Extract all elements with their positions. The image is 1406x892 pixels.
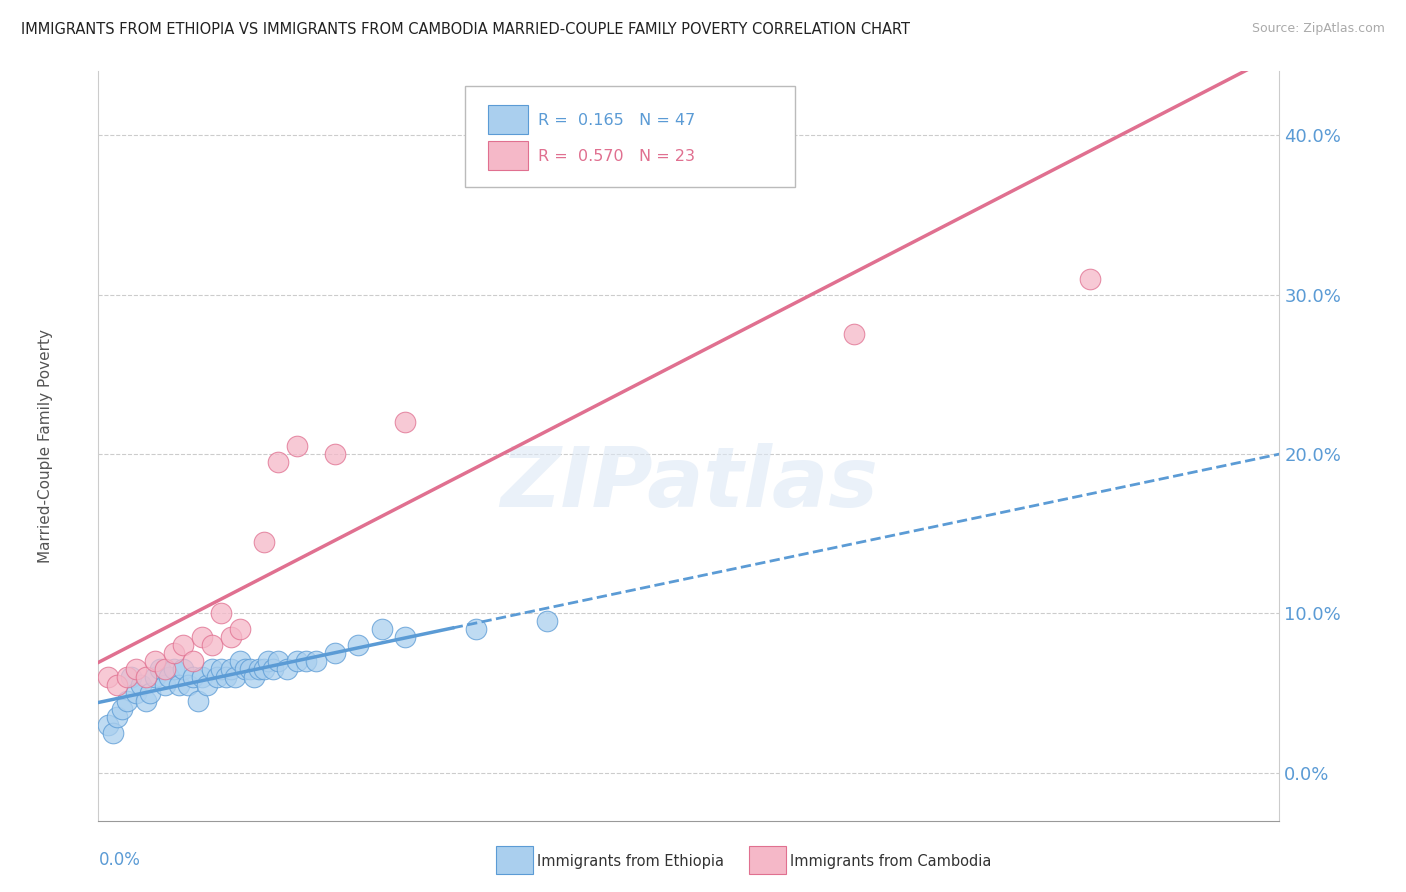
Text: IMMIGRANTS FROM ETHIOPIA VS IMMIGRANTS FROM CAMBODIA MARRIED-COUPLE FAMILY POVER: IMMIGRANTS FROM ETHIOPIA VS IMMIGRANTS F… <box>21 22 910 37</box>
FancyBboxPatch shape <box>488 141 529 170</box>
Point <box>191 630 214 644</box>
Point <box>247 662 270 676</box>
Point <box>125 662 148 676</box>
Point <box>111 702 134 716</box>
Point <box>172 638 194 652</box>
Point <box>394 415 416 429</box>
Point <box>135 694 157 708</box>
Point <box>347 638 370 652</box>
Point <box>229 623 252 637</box>
Point <box>465 623 488 637</box>
Text: R =  0.165   N = 47: R = 0.165 N = 47 <box>537 112 695 128</box>
Point <box>157 670 180 684</box>
Text: Married-Couple Family Poverty: Married-Couple Family Poverty <box>38 329 53 563</box>
Point <box>105 710 128 724</box>
Point <box>129 678 152 692</box>
Point <box>195 678 218 692</box>
Text: Immigrants from Ethiopia: Immigrants from Ethiopia <box>537 855 724 869</box>
Point <box>191 670 214 684</box>
Point <box>209 607 232 621</box>
Point <box>323 447 346 461</box>
Point <box>285 439 308 453</box>
Point <box>105 678 128 692</box>
Point <box>323 646 346 660</box>
Text: R =  0.570   N = 23: R = 0.570 N = 23 <box>537 149 695 163</box>
Point <box>163 646 186 660</box>
Point <box>143 670 166 684</box>
Point <box>163 662 186 676</box>
Point <box>181 654 204 668</box>
Point <box>844 327 866 342</box>
Point <box>215 670 238 684</box>
Point <box>125 686 148 700</box>
Point <box>394 630 416 644</box>
FancyBboxPatch shape <box>464 87 796 187</box>
Point <box>267 455 290 469</box>
Point <box>262 662 284 676</box>
Point <box>135 670 157 684</box>
Point <box>209 662 232 676</box>
Point <box>177 678 200 692</box>
Text: 0.0%: 0.0% <box>98 851 141 869</box>
Point <box>243 670 266 684</box>
Point <box>153 662 176 676</box>
Point <box>233 662 256 676</box>
Point <box>167 678 190 692</box>
Point <box>253 534 276 549</box>
Point <box>172 662 194 676</box>
Point <box>560 160 582 174</box>
Point <box>201 662 224 676</box>
Point <box>305 654 328 668</box>
Point <box>257 654 280 668</box>
Point <box>229 654 252 668</box>
Point <box>253 662 276 676</box>
Text: Source: ZipAtlas.com: Source: ZipAtlas.com <box>1251 22 1385 36</box>
Point <box>267 654 290 668</box>
Text: Immigrants from Cambodia: Immigrants from Cambodia <box>790 855 991 869</box>
Point <box>219 630 242 644</box>
Point <box>121 670 143 684</box>
Point <box>536 615 558 629</box>
Point <box>153 678 176 692</box>
Point <box>205 670 228 684</box>
Point <box>139 686 162 700</box>
Point <box>1080 271 1102 285</box>
Point <box>97 670 120 684</box>
Point <box>239 662 262 676</box>
Point <box>285 654 308 668</box>
Point <box>115 670 138 684</box>
Point <box>149 662 172 676</box>
Point <box>143 654 166 668</box>
Point <box>371 623 394 637</box>
Text: ZIPatlas: ZIPatlas <box>501 443 877 524</box>
Point <box>201 638 224 652</box>
Point <box>97 718 120 732</box>
Point <box>276 662 298 676</box>
Point <box>224 670 246 684</box>
Point <box>295 654 318 668</box>
FancyBboxPatch shape <box>488 105 529 135</box>
Point <box>219 662 242 676</box>
Point <box>181 670 204 684</box>
Point <box>187 694 209 708</box>
Point <box>101 726 124 740</box>
Point <box>115 694 138 708</box>
